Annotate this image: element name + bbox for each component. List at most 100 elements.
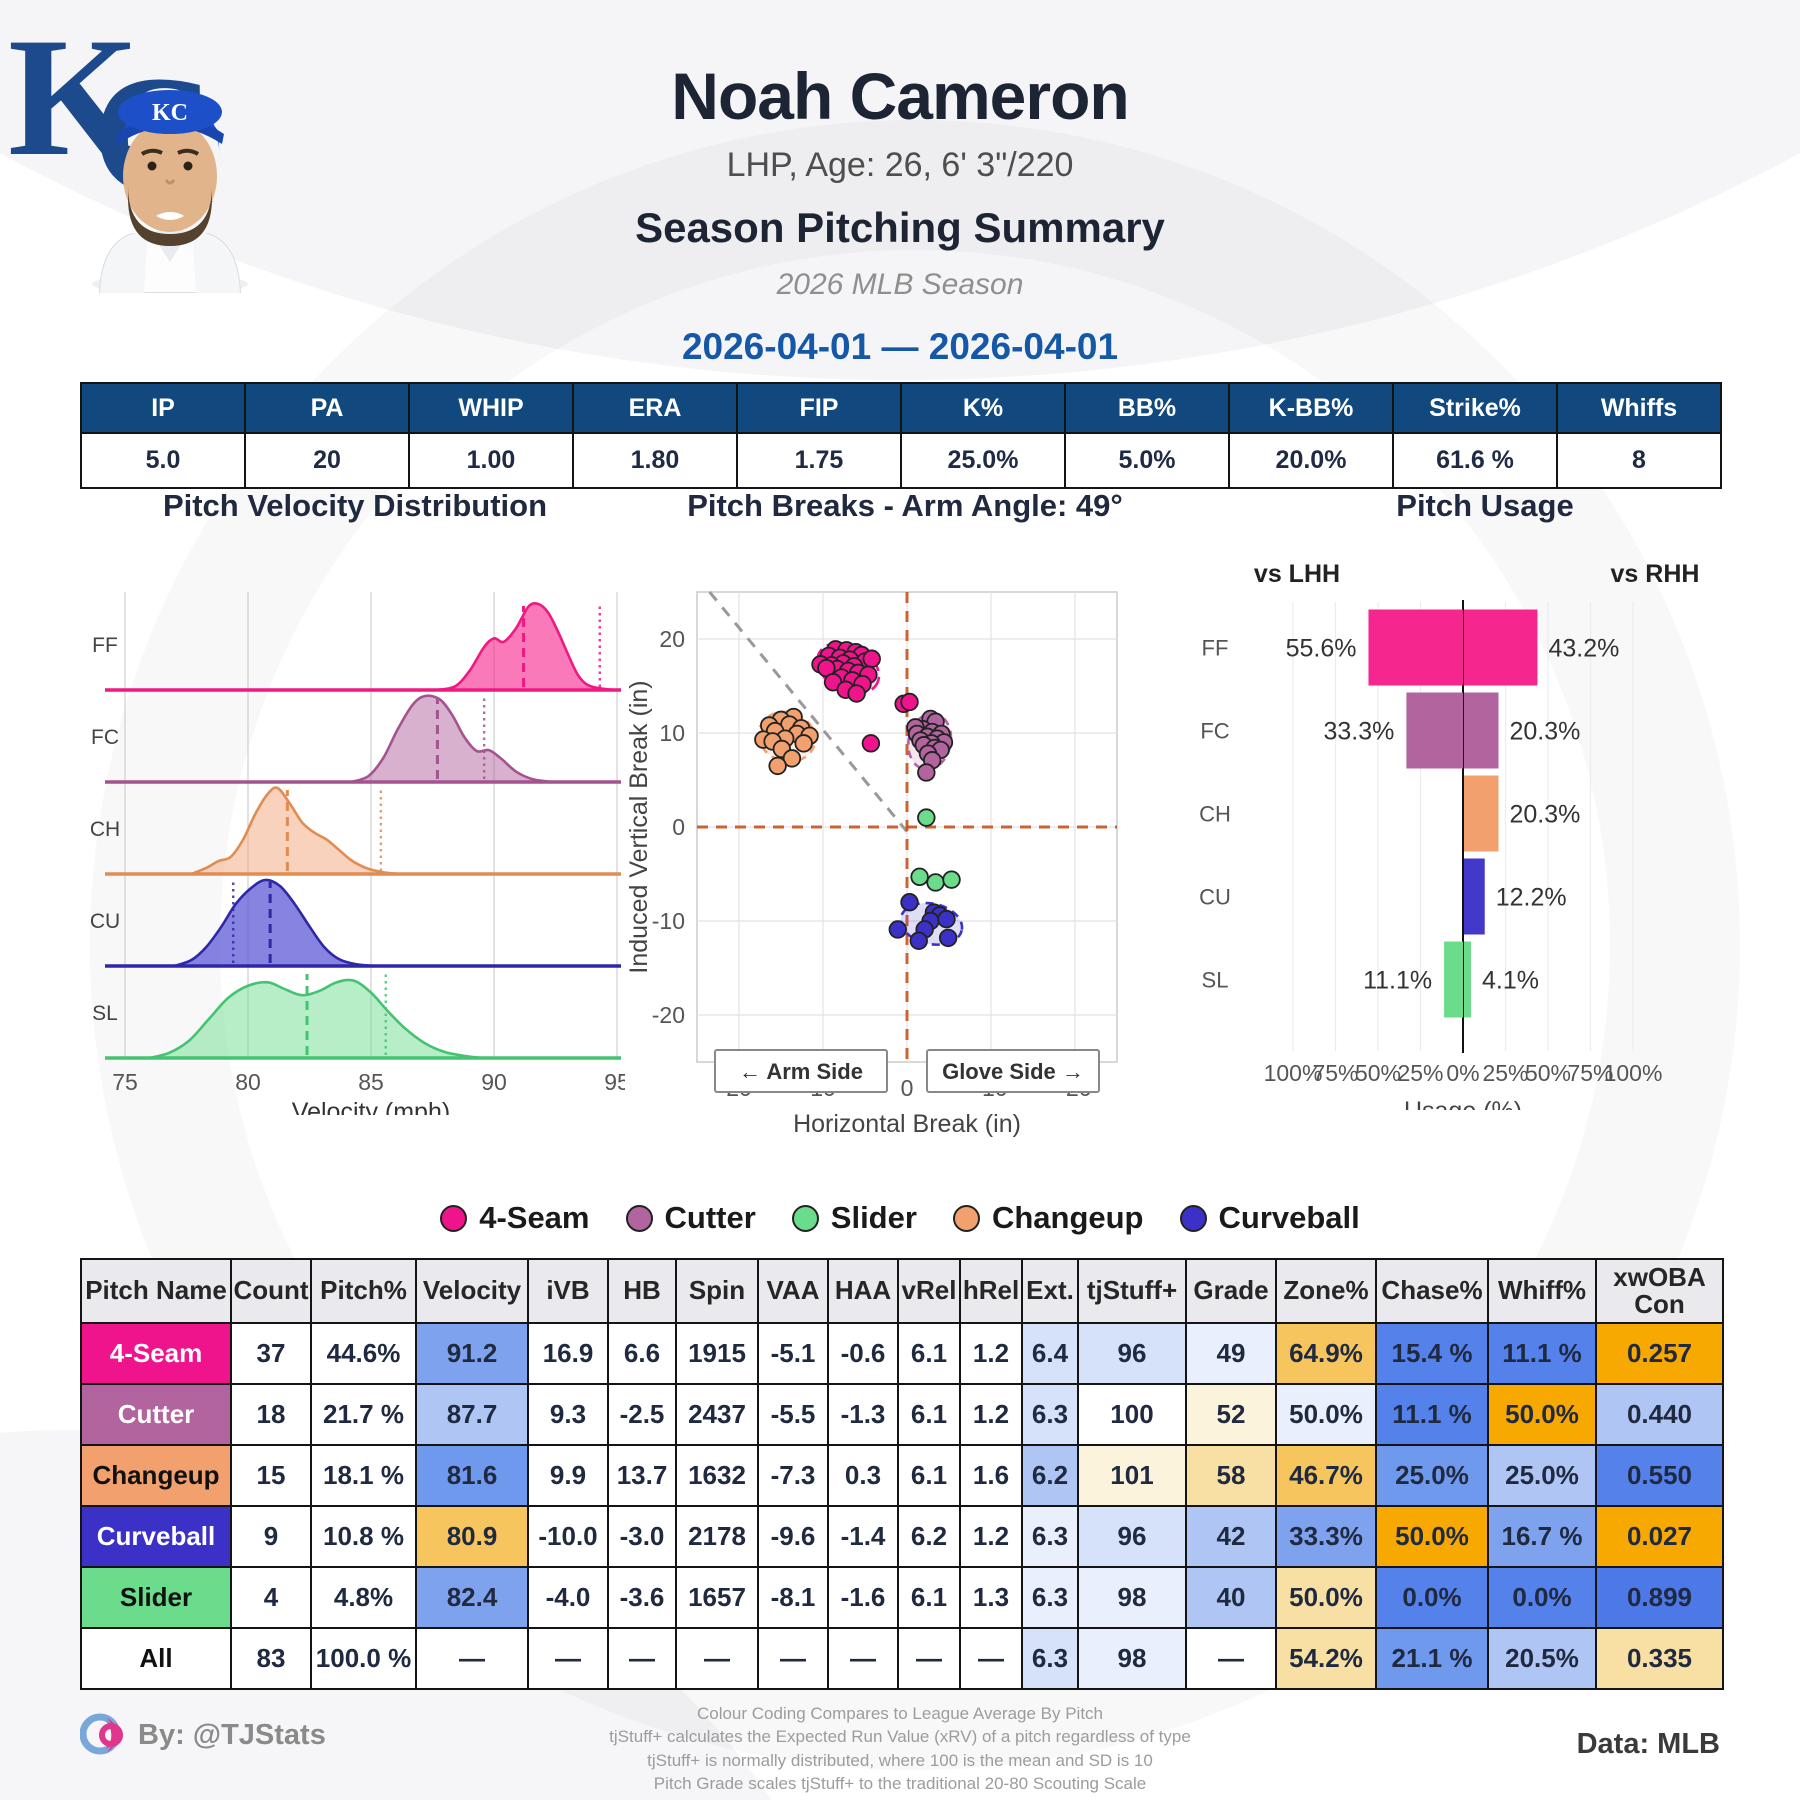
pitch-type-legend: 4-Seam Cutter Slider Changeup Curveball (0, 1200, 1800, 1236)
chart-text: 75% (1567, 1060, 1613, 1086)
pitch-table-col-header: Count (230, 1258, 312, 1324)
pitch-table-col-header: Zone% (1275, 1258, 1377, 1324)
pitch-metric-cell: 100 (1077, 1383, 1187, 1446)
pitch-metric-cell: 40 (1185, 1566, 1277, 1629)
pitch-metric-cell: 6.4 (1021, 1322, 1079, 1385)
pitch-metric-cell: 52 (1185, 1383, 1277, 1446)
chart-text: 55.6% (1286, 635, 1357, 663)
pitch-metric-cell: — (959, 1627, 1023, 1690)
pitch-metric-cell: — (1185, 1627, 1277, 1690)
pitch-metric-cell: -1.3 (827, 1383, 899, 1446)
pitch-metric-cell: 9.9 (527, 1444, 609, 1507)
scatter-point-Curveball (900, 893, 919, 912)
pitch-table-col-header: Pitch% (310, 1258, 417, 1324)
legend-item-Changeup: Changeup (952, 1200, 1144, 1236)
pitch-metric-cell: 1.3 (959, 1566, 1023, 1629)
legend-dot-icon (1179, 1204, 1207, 1232)
usage-bar-lhh-FC (1406, 692, 1463, 769)
summary-stats-table: IP PA WHIP ERA FIP K% BB% K-BB% Strike% Whiffs 5.… (80, 382, 1722, 489)
chart-text: 0 (672, 814, 685, 840)
summary-stat-value: 1.80 (572, 432, 738, 489)
pitch-metric-cell: 15 (230, 1444, 312, 1507)
chart-text: Horizontal Break (in) (793, 1110, 1021, 1138)
scatter-point-Slider (910, 867, 929, 887)
pitch-metric-cell: 21.7 % (310, 1383, 417, 1446)
pitch-metric-cell: 18 (230, 1383, 312, 1446)
pitch-table-col-header: Chase% (1375, 1258, 1489, 1324)
pitch-metric-cell: 6.2 (1021, 1444, 1079, 1507)
data-source: Data: MLB (1576, 1728, 1720, 1760)
pitch-metric-cell: 50.0% (1487, 1383, 1597, 1446)
footer-notes: Colour Coding Compares to League Average… (440, 1702, 1360, 1796)
pitch-metric-cell: 6.1 (897, 1383, 961, 1446)
chart-text: 4.1% (1482, 967, 1539, 995)
pitch-table-col-header: VAA (757, 1258, 829, 1324)
pitch-metric-cell: 0.3 (827, 1444, 899, 1507)
summary-col-header: ERA (572, 382, 738, 434)
scatter-point-4-Seam (847, 684, 866, 703)
pitch-metric-cell: — (827, 1627, 899, 1690)
pitch-metric-cell: 1632 (675, 1444, 759, 1507)
chart-text: -10 (652, 908, 685, 934)
chart-text: 75 (112, 1069, 138, 1095)
pitch-metric-cell: 37 (230, 1322, 312, 1385)
scatter-point-Changeup (794, 734, 813, 753)
summary-col-header: WHIP (408, 382, 574, 434)
scatter-point-Curveball (938, 928, 958, 948)
pitch-table-col-header: hRel (959, 1258, 1023, 1324)
pitch-metric-cell: 96 (1077, 1322, 1187, 1385)
pitch-metric-cell: -5.5 (757, 1383, 829, 1446)
chart-text: Glove Side → (942, 1059, 1084, 1084)
pitch-metric-cell: 0.0% (1487, 1566, 1597, 1629)
pitch-table-row-All: All 83 100.0 % — — — — — — — —6.3 98—54.2% 21.1 % 20.… (80, 1627, 1724, 1690)
summary-stat-value: 20 (244, 432, 410, 489)
summary-stat-value: 5.0% (1064, 432, 1230, 489)
pitch-name-cell: Changeup (80, 1444, 232, 1507)
tjstats-logo-icon (80, 1713, 123, 1755)
summary-col-header: IP (80, 382, 246, 434)
pitch-velocity-distribution-chart: FF FC CH CU SL 75 80 85 90 95 Velocity (mph) (90, 592, 625, 1115)
pitch-metric-cell: -3.0 (607, 1505, 677, 1568)
pitch-metric-cell: 18.1 % (310, 1444, 417, 1507)
pitch-metric-cell: -1.4 (827, 1505, 899, 1568)
legend-dot-icon (440, 1204, 468, 1232)
pitch-metric-cell: — (527, 1627, 609, 1690)
summary-stat-value: 1.75 (736, 432, 902, 489)
pitch-metric-cell: — (757, 1627, 829, 1690)
pitch-metric-cell: 16.7 % (1487, 1505, 1597, 1568)
pitch-table-col-header: HAA (827, 1258, 899, 1324)
pitch-metric-cell: 2437 (675, 1383, 759, 1446)
chart-text: 20 (659, 626, 685, 652)
chart-text: Induced Vertical Break (in) (625, 680, 653, 973)
pitch-metric-cell: 6.3 (1021, 1383, 1079, 1446)
pitch-metric-cell: -8.1 (757, 1566, 829, 1629)
pitch-table-row-Cutter: Cutter 18 21.7 % 87.7 9.3 -2.5 2437 -5.5 -1.3 6.1… (80, 1383, 1724, 1446)
chart-text: SL (92, 1002, 118, 1025)
pitch-metric-cell: 87.7 (415, 1383, 529, 1446)
usage-chart-title: Pitch Usage (1396, 488, 1574, 523)
pitch-metric-cell: 6.3 (1021, 1627, 1079, 1690)
legend-label: Curveball (1218, 1200, 1360, 1235)
footer-note-line: tjStuff+ calculates the Expected Run Val… (609, 1727, 1191, 1747)
season-subtitle: 2026 MLB Season (776, 268, 1024, 301)
summary-col-header: K% (900, 382, 1066, 434)
usage-bar-rhh-CH (1464, 775, 1499, 852)
pitch-metric-cell: 25.0% (1375, 1444, 1489, 1507)
chart-text: 75% (1312, 1060, 1358, 1086)
chart-text: CU (90, 910, 120, 933)
chart-text: 50% (1525, 1060, 1571, 1086)
pitch-table-header-row: Pitch Name Count Pitch% Velocity iVB HB Spin VA… (80, 1258, 1724, 1324)
summary-col-header: Strike% (1392, 382, 1558, 434)
byline: By: @TJStats (80, 1712, 326, 1758)
chart-text: vs LHH (1254, 560, 1340, 588)
scatter-point-4-Seam (900, 692, 919, 712)
footer-note-line: Pitch Grade scales tjStuff+ to the tradi… (653, 1774, 1147, 1794)
chart-text: 90 (481, 1069, 507, 1095)
pitch-metric-cell: 9 (230, 1505, 312, 1568)
chart-text: 25% (1482, 1060, 1528, 1086)
pitch-metric-cell: 1.2 (959, 1383, 1023, 1446)
pitch-metric-cell: 82.4 (415, 1566, 529, 1629)
chart-text: 33.3% (1323, 718, 1394, 746)
pitch-metric-cell: 81.6 (415, 1444, 529, 1507)
summary-stats-value-row: 5.0 20 1.00 1.80 1.75 25.0% 5.0% 20.0% 61.6 % 8 (80, 432, 1722, 489)
